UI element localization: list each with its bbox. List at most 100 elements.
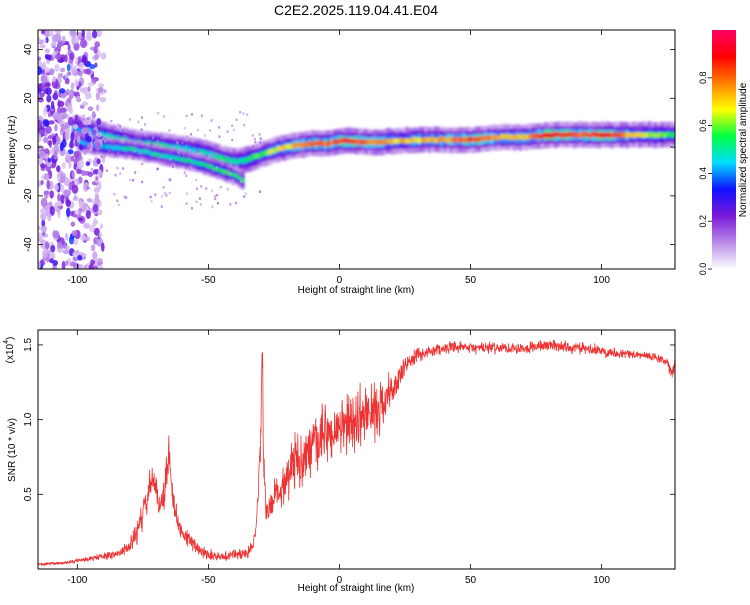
spectrogram-cells	[38, 30, 675, 269]
snr-scale-exponent: 4	[3, 340, 10, 344]
spectrogram-cell	[270, 148, 275, 154]
spectrogram-speckle	[98, 180, 102, 191]
spectrogram-cell	[503, 133, 507, 140]
spectrogram-cell	[628, 132, 633, 138]
spectrogram-speckle	[81, 54, 87, 64]
spectrogram-speckle	[169, 158, 172, 161]
spectrogram-speckle	[41, 82, 46, 90]
spectrogram-speckle	[88, 131, 92, 136]
spectrogram-speckle	[94, 193, 97, 197]
spectrogram-speckle	[94, 62, 98, 68]
spectrogram-cell	[143, 149, 148, 154]
spectrogram-speckle	[69, 210, 74, 217]
spectrogram-speckle	[44, 106, 48, 112]
colorbar-gradient	[712, 30, 736, 269]
spectrogram-cell	[493, 134, 498, 140]
spectrogram-speckle	[190, 113, 193, 116]
spectrogram-speckle	[40, 180, 44, 186]
spectrogram-speckle	[105, 169, 108, 172]
spectrogram-speckle	[185, 192, 188, 195]
spectrogram-speckle	[56, 113, 63, 123]
spectrogram-speckle	[91, 111, 96, 120]
spectrogram-speckle	[47, 157, 52, 163]
spectrogram-cell	[355, 138, 359, 145]
spectrogram-speckle	[42, 137, 49, 144]
spectrogram-cell	[308, 141, 312, 147]
snr-frame	[37, 329, 676, 570]
spectrogram-speckle	[154, 193, 157, 196]
spectrogram-speckle	[97, 257, 103, 263]
spectrogram-cell	[160, 142, 164, 148]
spectrogram-cell	[235, 159, 240, 165]
spectrogram-cell	[298, 142, 303, 148]
spectrogram-speckle	[216, 201, 219, 205]
spectrogram-speckle	[40, 74, 48, 84]
spectrogram-speckle	[144, 123, 147, 126]
spectrogram-speckle	[38, 56, 42, 61]
spectrogram-speckle	[140, 128, 143, 131]
spectrogram-cell	[323, 141, 328, 147]
spectrogram-cell	[273, 147, 278, 154]
spectrogram-speckle	[235, 201, 238, 205]
spectrogram-cell	[78, 126, 83, 133]
spectrogram-speckle	[65, 199, 71, 208]
spectrogram-speckle	[95, 176, 98, 179]
snr-y-ticks: 0.5 1.0 1.5	[23, 338, 675, 501]
snr-x-tick-label: 50	[465, 575, 477, 586]
spectrogram-speckle	[53, 150, 58, 160]
spectrogram-cell	[301, 142, 306, 148]
spectrogram-cell	[187, 158, 192, 163]
spectrogram-cell	[487, 135, 492, 141]
spectrogram-speckle	[195, 178, 198, 182]
spectrogram-speckle	[38, 232, 43, 242]
spectrogram-speckle	[132, 179, 135, 182]
spectrogram-cell	[449, 136, 454, 142]
spectrogram-speckle	[98, 87, 104, 93]
spectrogram-speckle	[132, 157, 135, 160]
spectrogram-speckle	[88, 187, 91, 190]
spectrogram-cell	[411, 137, 416, 143]
spectrogram-cell	[537, 133, 542, 140]
spectrogram-speckle	[229, 203, 232, 206]
spectrogram-speckle	[232, 168, 235, 172]
spectrogram-cell	[465, 137, 470, 143]
spectrogram-speckle	[92, 265, 99, 269]
spectrogram-speckle	[116, 166, 119, 170]
spectrogram-cell	[547, 132, 551, 138]
snr-x-tick-label: 100	[593, 575, 610, 586]
spectrogram-cell	[218, 168, 223, 173]
spectrogram-speckle	[206, 154, 209, 158]
spectrogram-speckle	[56, 241, 63, 249]
spectrogram-cell	[392, 138, 397, 144]
spectrogram-speckle	[92, 203, 99, 213]
spectrogram-cell	[525, 134, 529, 140]
spectrogram-cell	[137, 149, 141, 153]
spectrogram-speckle	[86, 186, 89, 190]
spectrogram-speckle	[79, 87, 86, 93]
spectrogram-speckle	[69, 30, 77, 36]
spectrogram-speckle	[80, 38, 87, 49]
colorbar-tick-label: 0.6	[698, 119, 708, 132]
spectrogram-cell	[663, 132, 668, 138]
spectrogram-cell	[229, 158, 234, 164]
spectrogram-speckle	[200, 114, 203, 118]
spectrogram-speckle	[56, 172, 61, 182]
spectrogram-speckle	[129, 178, 132, 182]
spectrogram-speckle	[90, 168, 93, 171]
spectrogram-speckle	[96, 136, 99, 139]
spectrogram-speckle	[79, 234, 87, 241]
spectrogram-speckle	[231, 124, 234, 127]
spectrogram-speckle	[65, 260, 69, 266]
spectrogram-cell	[169, 144, 174, 151]
spectrogram-speckle	[59, 107, 67, 114]
figure-title: C2E2.2025.119.04.41.E04	[274, 2, 438, 18]
spectrogram-cell	[619, 131, 624, 138]
spectrogram-cell	[374, 139, 378, 145]
spectrogram-speckle	[47, 135, 53, 140]
spectrogram-speckle	[94, 41, 101, 48]
spectrogram-cell	[389, 139, 394, 145]
spectrogram-cell	[506, 133, 510, 140]
spectrogram-speckle	[76, 135, 81, 144]
spectrogram-speckle	[197, 150, 200, 153]
spectrogram-x-tick-label: 50	[465, 275, 477, 286]
